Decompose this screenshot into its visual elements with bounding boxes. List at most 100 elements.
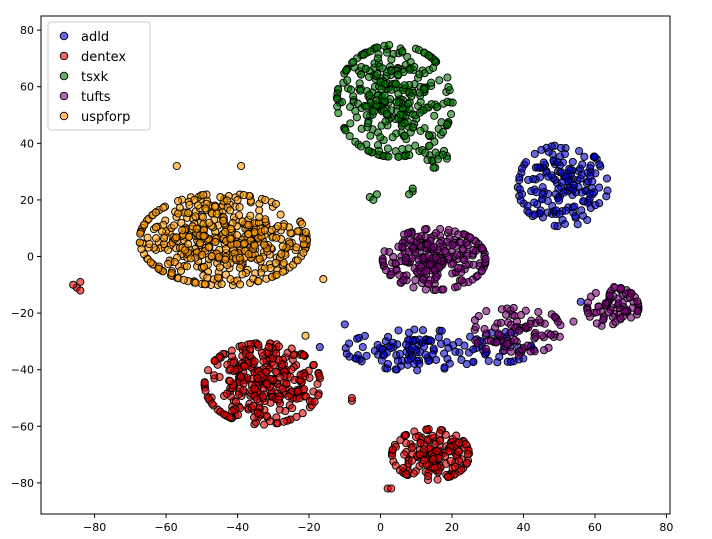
point-tufts <box>531 332 540 341</box>
point-dentex <box>299 350 308 360</box>
point-adld <box>351 354 360 363</box>
point-tsxk <box>378 64 387 73</box>
point-tsxk <box>429 163 438 172</box>
point-dentex <box>444 473 453 482</box>
point-tufts <box>594 302 603 311</box>
point-dentex <box>228 406 237 415</box>
point-uspforp <box>176 266 186 275</box>
point-tsxk <box>362 102 371 111</box>
point-dentex <box>309 360 318 369</box>
point-adld <box>555 209 564 218</box>
point-dentex <box>313 379 322 389</box>
legend-marker-tufts <box>59 91 69 101</box>
point-dentex <box>452 431 461 440</box>
point-tufts <box>514 351 523 360</box>
point-dentex <box>441 430 450 439</box>
point-adld <box>358 342 367 352</box>
point-tsxk <box>448 98 457 107</box>
point-uspforp <box>184 208 193 218</box>
point-tufts <box>526 319 535 328</box>
point-tsxk <box>372 96 381 105</box>
point-tufts <box>426 260 435 269</box>
point-uspforp <box>244 220 253 229</box>
point-dentex <box>210 356 219 365</box>
point-tsxk <box>361 64 370 73</box>
point-tsxk <box>438 150 447 159</box>
point-uspforp <box>198 213 207 222</box>
point-adld <box>460 341 469 350</box>
point-adld <box>588 177 597 186</box>
y-tick-label: 40 <box>20 137 34 150</box>
point-adld <box>415 335 424 344</box>
point-adld <box>393 356 402 365</box>
point-tsxk <box>346 85 356 94</box>
point-tsxk <box>415 70 424 79</box>
point-uspforp <box>164 245 173 255</box>
point-tsxk <box>341 126 350 135</box>
point-tsxk <box>392 98 401 107</box>
point-tufts <box>535 316 544 325</box>
point-tufts <box>459 255 468 264</box>
point-uspforp <box>277 249 286 258</box>
point-tsxk <box>356 86 365 95</box>
point-tsxk <box>332 94 342 103</box>
point-tsxk <box>391 79 400 88</box>
point-tufts <box>474 311 483 321</box>
point-tufts <box>626 313 636 322</box>
point-uspforp <box>266 264 275 273</box>
point-uspforp <box>293 256 302 265</box>
point-dentex <box>229 358 238 367</box>
point-adld <box>556 143 565 152</box>
point-dentex <box>387 484 396 493</box>
point-uspforp <box>203 273 212 282</box>
point-tsxk <box>357 70 366 79</box>
point-uspforp <box>192 224 201 233</box>
point-tufts <box>490 323 500 332</box>
point-tsxk <box>388 133 397 142</box>
x-tick-label: −40 <box>226 521 249 534</box>
point-dentex <box>432 447 441 456</box>
point-uspforp <box>199 232 208 241</box>
point-tufts <box>399 276 408 285</box>
point-uspforp <box>180 246 189 255</box>
point-tsxk <box>425 51 434 60</box>
point-tsxk <box>343 76 352 85</box>
point-tsxk <box>364 72 374 81</box>
point-dentex <box>253 373 262 383</box>
point-adld <box>391 365 400 374</box>
point-uspforp <box>140 220 149 229</box>
point-dentex <box>201 386 210 395</box>
point-dentex <box>203 366 213 375</box>
point-uspforp <box>235 253 244 262</box>
point-tufts <box>444 225 453 235</box>
series-dentex <box>69 277 474 493</box>
point-dentex <box>275 373 284 382</box>
legend-label-dentex: dentex <box>81 50 126 65</box>
point-adld <box>445 359 454 368</box>
point-tufts <box>509 303 518 312</box>
point-uspforp <box>221 227 230 236</box>
point-tufts <box>424 279 433 289</box>
point-adld <box>401 340 411 349</box>
point-uspforp <box>185 200 194 209</box>
point-adld <box>506 357 515 366</box>
point-adld <box>340 320 349 329</box>
point-adld <box>419 342 429 351</box>
point-adld <box>571 212 580 221</box>
point-tufts <box>445 252 454 261</box>
point-uspforp <box>319 275 328 284</box>
legend-marker-adld <box>59 31 69 41</box>
point-adld <box>595 160 604 169</box>
point-dentex <box>260 420 269 429</box>
point-dentex <box>222 389 232 398</box>
point-adld <box>383 359 393 369</box>
point-adld <box>403 355 413 365</box>
y-tick-label: 0 <box>27 251 34 264</box>
point-adld <box>532 188 541 197</box>
point-dentex <box>287 365 296 374</box>
point-dentex <box>388 445 397 454</box>
point-tsxk <box>387 55 396 64</box>
point-dentex <box>269 361 278 370</box>
point-dentex <box>402 439 411 448</box>
point-adld <box>559 188 568 197</box>
